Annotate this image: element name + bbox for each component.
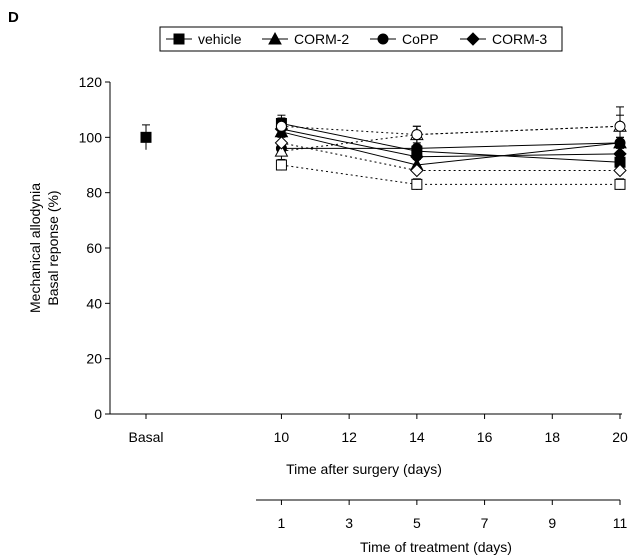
- y-tick-label: 20: [86, 351, 102, 367]
- legend-label: CoPP: [402, 31, 439, 47]
- x-tick-label: 16: [477, 429, 493, 445]
- data-point: [411, 129, 423, 141]
- x-tick-label: 14: [409, 429, 425, 445]
- x-tick-label: 20: [612, 429, 628, 445]
- legend-marker: [268, 31, 282, 45]
- x-tick-label: 10: [274, 429, 290, 445]
- y-axis-label-line1: Mechanical allodynia: [27, 183, 43, 313]
- legend-marker: [173, 33, 185, 45]
- legend-label: CORM-2: [294, 31, 349, 47]
- legend-label: CORM-3: [492, 31, 547, 47]
- treatment-axis-label: Time of treatment (days): [360, 539, 512, 555]
- x-tick-label: Basal: [128, 429, 163, 445]
- legend-box: [159, 26, 563, 52]
- y-axis-label-line2: Basal reponse (%): [45, 190, 61, 305]
- treatment-ticks: 1 3 5 7 9 11: [278, 500, 628, 531]
- y-tick-label: 40: [86, 295, 102, 311]
- treatment-tick-label: 7: [481, 515, 489, 531]
- basal-point: [140, 131, 152, 143]
- series-line: [281, 142, 621, 149]
- series-line: [281, 142, 620, 172]
- legend: vehicle CORM-2 CoPP CORM-3: [166, 31, 547, 47]
- y-tick-label: 120: [79, 74, 103, 90]
- data-point: [274, 136, 289, 150]
- series-line: [281, 164, 620, 185]
- treatment-tick-label: 1: [278, 515, 286, 531]
- x-ticks: Basal 10 12 14 16 18 20: [128, 414, 628, 445]
- y-tick-label: 0: [94, 406, 102, 422]
- y-tick-label: 60: [86, 240, 102, 256]
- panel-letter: D: [8, 9, 19, 26]
- treatment-tick-label: 3: [345, 515, 353, 531]
- data-point: [274, 144, 289, 157]
- treatment-tick-label: 11: [613, 515, 628, 531]
- plot-area: [140, 106, 627, 190]
- y-tick-label: 80: [86, 185, 102, 201]
- treatment-tick-label: 5: [413, 515, 421, 531]
- data-point: [410, 149, 424, 164]
- data-point: [614, 137, 626, 149]
- legend-marker: [377, 33, 389, 45]
- data-point: [411, 178, 423, 190]
- data-point: [614, 178, 626, 190]
- legend-marker: [466, 32, 480, 46]
- data-point: [613, 147, 627, 161]
- data-point: [613, 163, 627, 178]
- legend-label: vehicle: [198, 31, 242, 47]
- x-axis-label: Time after surgery (days): [286, 461, 442, 477]
- data-point: [275, 120, 287, 132]
- y-ticks: 0 20 40 60 80 100 120: [79, 74, 110, 422]
- data-point: [410, 163, 424, 178]
- x-tick-label: 18: [544, 429, 560, 445]
- x-tick-label: 12: [341, 429, 357, 445]
- data-point: [614, 120, 626, 132]
- y-tick-label: 100: [79, 129, 103, 145]
- data-point: [275, 159, 287, 171]
- treatment-tick-label: 9: [548, 515, 556, 531]
